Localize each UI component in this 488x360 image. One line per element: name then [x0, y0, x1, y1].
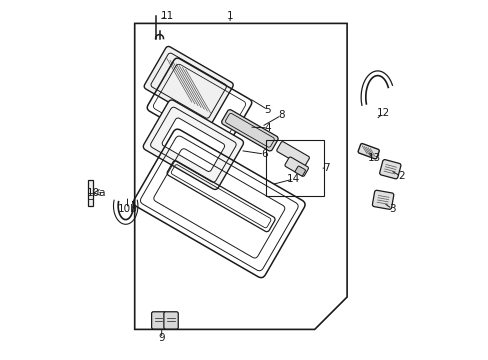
FancyBboxPatch shape [294, 166, 305, 176]
Text: 11: 11 [160, 11, 173, 21]
FancyBboxPatch shape [379, 159, 400, 179]
Text: 7: 7 [323, 163, 329, 173]
Text: 8: 8 [278, 110, 285, 120]
FancyBboxPatch shape [151, 312, 166, 329]
Text: 13: 13 [366, 153, 380, 163]
Text: 6: 6 [261, 149, 267, 159]
Bar [88, 180, 93, 206]
FancyBboxPatch shape [221, 109, 278, 151]
Text: 4: 4 [264, 123, 271, 133]
Text: 9: 9 [158, 333, 164, 343]
FancyBboxPatch shape [162, 118, 224, 172]
Polygon shape [134, 23, 346, 329]
Text: 10b: 10b [118, 204, 137, 214]
Text: 14: 14 [286, 174, 300, 184]
FancyBboxPatch shape [285, 157, 308, 176]
FancyBboxPatch shape [357, 144, 379, 159]
FancyBboxPatch shape [144, 46, 233, 125]
Text: 1: 1 [226, 11, 233, 21]
Text: 5: 5 [264, 105, 271, 115]
Text: 2: 2 [397, 171, 404, 181]
FancyBboxPatch shape [372, 190, 393, 209]
Bar [265, 140, 323, 196]
Text: 12: 12 [376, 108, 389, 118]
FancyBboxPatch shape [143, 100, 243, 189]
Text: 10a: 10a [87, 188, 106, 198]
Text: 3: 3 [388, 204, 395, 214]
FancyBboxPatch shape [276, 141, 309, 167]
FancyBboxPatch shape [163, 312, 178, 329]
